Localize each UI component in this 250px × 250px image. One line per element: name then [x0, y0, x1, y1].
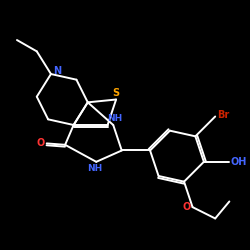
Text: Br: Br	[217, 110, 229, 120]
Text: OH: OH	[230, 157, 246, 167]
Text: NH: NH	[87, 164, 102, 172]
Text: O: O	[37, 138, 45, 148]
Text: NH: NH	[107, 114, 122, 123]
Text: N: N	[53, 66, 61, 76]
Text: S: S	[112, 88, 120, 98]
Text: O: O	[182, 202, 190, 212]
